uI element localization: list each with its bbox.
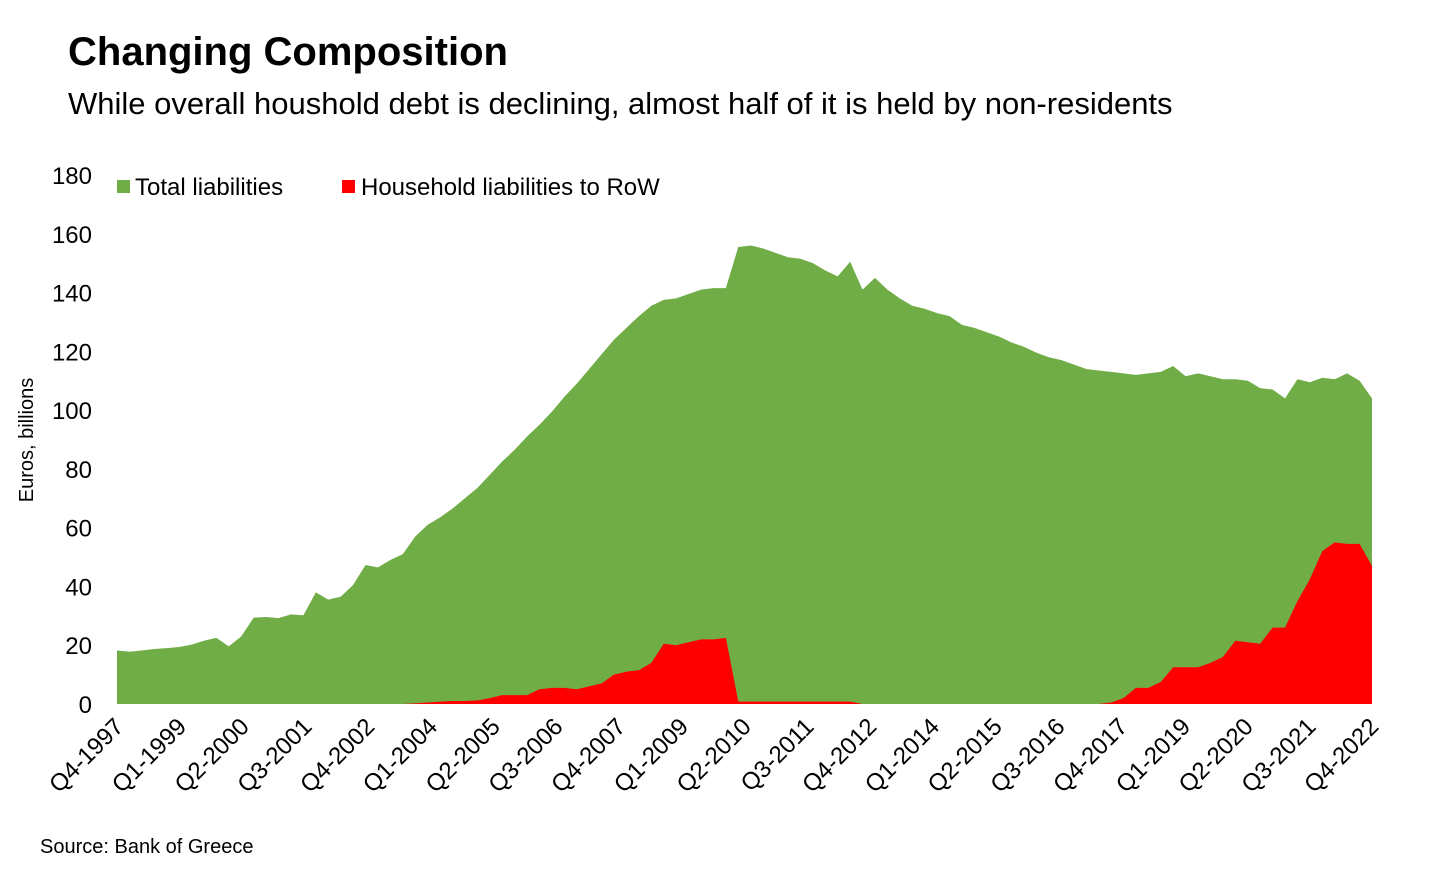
y-tick-label: 60 (65, 516, 92, 543)
legend-swatch-household-liabilities-to-row (342, 180, 355, 193)
y-tick-label: 80 (65, 457, 92, 484)
chart-subtitle: While overall houshold debt is declining… (68, 86, 1173, 121)
y-tick-label: 120 (52, 339, 92, 366)
y-tick-label: 160 (52, 222, 92, 249)
legend: Total liabilities Household liabilities … (117, 174, 660, 201)
legend-label-household-liabilities-to-row: Household liabilities to RoW (361, 174, 660, 201)
y-tick-label: 40 (65, 574, 92, 601)
source-note: Source: Bank of Greece (40, 836, 254, 858)
x-axis: Q4-1997Q1-1999Q2-2000Q3-2001Q4-2002Q1-20… (44, 713, 1384, 798)
y-tick-label: 20 (65, 633, 92, 660)
legend-swatch-total-liabilities (117, 180, 130, 193)
y-axis-label: Euros, billions (16, 378, 38, 503)
area-series-0 (117, 245, 1372, 704)
y-axis: 0 20 40 60 80 100 120 140 160 180 (52, 163, 92, 719)
y-tick-label: 100 (52, 398, 92, 425)
legend-label-total-liabilities: Total liabilities (135, 174, 283, 201)
chart-title: Changing Composition (68, 30, 508, 74)
y-tick-label: 0 (79, 692, 92, 719)
y-tick-label: 180 (52, 163, 92, 190)
plot-areas (117, 245, 1372, 704)
y-tick-label: 140 (52, 281, 92, 308)
area-series-1 (117, 542, 1372, 704)
